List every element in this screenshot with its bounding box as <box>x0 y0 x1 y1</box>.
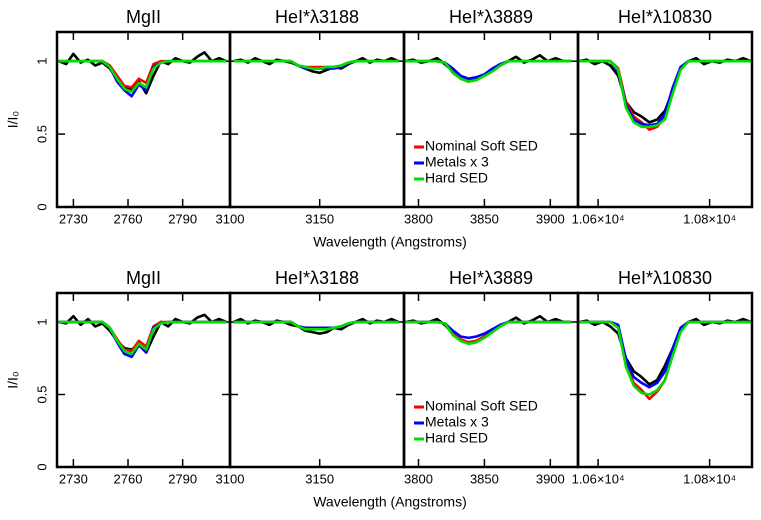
legend-label: Metals x 3 <box>425 414 489 430</box>
spectrum-line <box>578 317 752 386</box>
x-tick-label: 3800 <box>404 471 433 486</box>
x-tick-label: 2760 <box>114 471 143 486</box>
spectrum-line <box>58 59 227 89</box>
x-tick-label: 2760 <box>114 211 143 226</box>
panel-title: HeI*λ3889 <box>449 7 533 27</box>
spectrum-line <box>405 314 572 344</box>
x-tick-label: 1.06×10⁴ <box>572 471 625 486</box>
x-axis-label: Wavelength (Angstroms) <box>313 494 467 510</box>
legend-label: Nominal Soft SED <box>425 398 538 414</box>
x-tick-label: 3900 <box>536 471 565 486</box>
spectrum-line <box>579 320 751 401</box>
x-tick-label: 2730 <box>59 211 88 226</box>
panel-title: MgII <box>126 7 161 27</box>
x-tick-label: 1.08×10⁴ <box>683 471 736 486</box>
legend-label: Metals x 3 <box>425 154 489 170</box>
legend-label: Hard SED <box>425 170 488 186</box>
y-tick-label: 0.5 <box>34 125 49 143</box>
panel-frame <box>55 30 232 209</box>
x-tick-label: 3150 <box>305 211 334 226</box>
panel-frame <box>55 291 232 469</box>
x-tick-label: 3800 <box>404 211 433 226</box>
y-tick-label: 0 <box>34 203 49 210</box>
x-tick-label: 3850 <box>470 211 499 226</box>
x-tick-label: 1.08×10⁴ <box>683 211 736 226</box>
x-tick-label: 2730 <box>59 471 88 486</box>
panel-title: HeI*λ10830 <box>618 7 712 27</box>
x-tick-label: 3100 <box>216 211 245 226</box>
panel-title: HeI*λ10830 <box>618 268 712 288</box>
x-axis-label: Wavelength (Angstroms) <box>313 234 467 250</box>
y-tick-label: 0 <box>34 463 49 470</box>
y-tick-label: 1 <box>34 58 49 65</box>
spectrum-line <box>405 59 572 83</box>
spectrum-line <box>58 320 227 359</box>
spectrum-line <box>579 320 751 396</box>
panel-frame <box>576 291 754 469</box>
panel-frame <box>228 291 406 469</box>
spectrum-line <box>58 320 227 356</box>
panel-title: HeI*λ3889 <box>449 268 533 288</box>
panel-title: HeI*λ3188 <box>275 7 359 27</box>
x-tick-label: 3900 <box>536 211 565 226</box>
spectrum-line <box>233 320 399 331</box>
spectrum-line <box>233 59 399 70</box>
spectrum-line <box>405 320 572 346</box>
legend-label: Hard SED <box>425 430 488 446</box>
x-tick-label: 2790 <box>168 471 197 486</box>
panel-title: MgII <box>126 268 161 288</box>
x-tick-label: 1.06×10⁴ <box>572 211 625 226</box>
y-tick-label: 1 <box>34 318 49 325</box>
spectrum-line <box>405 54 572 83</box>
x-tick-label: 3850 <box>470 471 499 486</box>
spectrum-line <box>405 59 572 80</box>
y-axis-label: I/I₀ <box>5 111 21 129</box>
y-tick-label: 0.5 <box>34 385 49 403</box>
panel-title: HeI*λ3188 <box>275 268 359 288</box>
x-tick-label: 3150 <box>305 471 334 486</box>
spectrum-line <box>579 59 751 129</box>
x-tick-label: 3100 <box>216 471 245 486</box>
legend-label: Nominal Soft SED <box>425 138 538 154</box>
x-tick-label: 2790 <box>168 211 197 226</box>
spectrum-line <box>58 59 227 94</box>
spectrum-line <box>58 59 227 98</box>
panel-frame <box>576 30 754 209</box>
y-axis-label: I/I₀ <box>5 371 21 389</box>
